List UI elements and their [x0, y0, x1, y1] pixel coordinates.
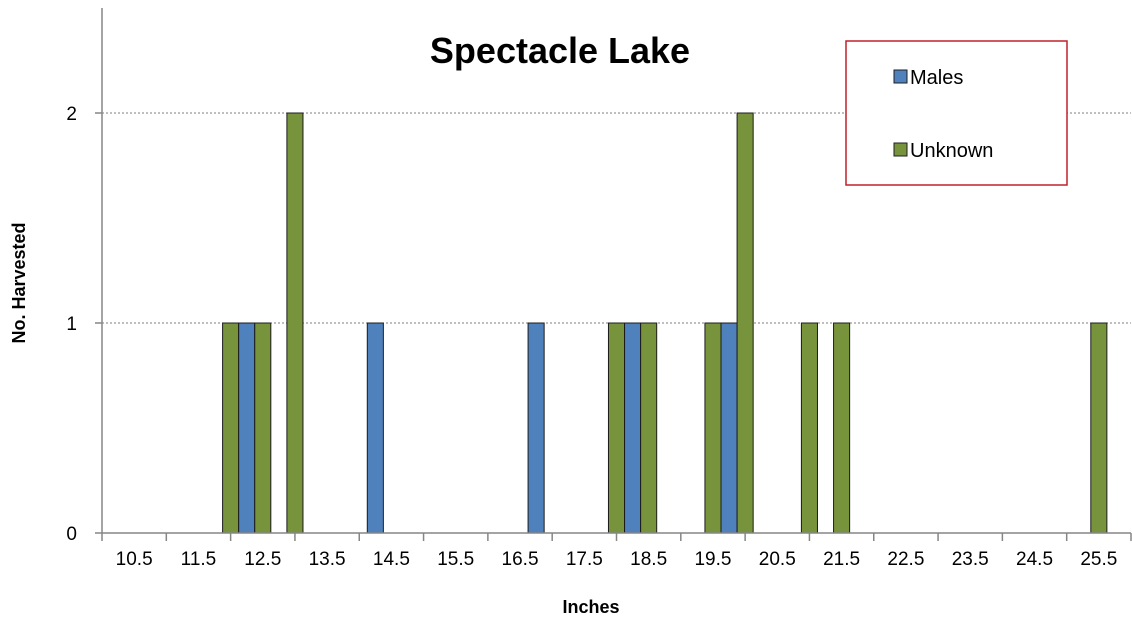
- x-tick-label: 20.5: [759, 549, 796, 570]
- bar-males: [238, 322, 256, 534]
- chart-title: Spectacle Lake: [430, 30, 690, 71]
- bar-unknown: [254, 322, 272, 534]
- legend: Males Unknown: [845, 40, 1068, 186]
- bar-unknown: [736, 112, 754, 534]
- x-tick-label: 21.5: [823, 549, 860, 570]
- x-tick-label: 12.5: [244, 549, 281, 570]
- bar-unknown: [704, 322, 722, 534]
- bar-males: [527, 322, 545, 534]
- legend-box: [845, 40, 1068, 186]
- y-axis-title: No. Harvested: [9, 222, 29, 343]
- y-tick-label: 1: [66, 314, 77, 335]
- x-tick-label: 19.5: [694, 549, 731, 570]
- bar-unknown: [222, 322, 240, 534]
- x-tick-labels: 10.5 11.5 12.5 13.5 14.5 15.5 16.5 17.5 18.5 19.5…: [116, 549, 1118, 570]
- legend-label-unknown: Unknown: [910, 140, 993, 162]
- x-tick-label: 15.5: [437, 549, 474, 570]
- legend-swatch-males: [893, 69, 908, 84]
- bar-unknown: [800, 322, 818, 534]
- x-tick-label: 13.5: [309, 549, 346, 570]
- bar-unknown: [640, 322, 658, 534]
- bar-males: [720, 322, 738, 534]
- x-tick-label: 11.5: [181, 549, 217, 570]
- x-tick-label: 17.5: [566, 549, 603, 570]
- x-tick-label: 18.5: [630, 549, 667, 570]
- y-tick-label: 2: [66, 104, 77, 125]
- x-tick-label: 10.5: [116, 549, 153, 570]
- x-tick-label: 24.5: [1016, 549, 1053, 570]
- legend-label-males: Males: [910, 67, 963, 89]
- x-tick-label: 22.5: [887, 549, 924, 570]
- x-tick-label: 23.5: [952, 549, 989, 570]
- y-tick-label: 0: [66, 524, 77, 545]
- bar-males: [366, 322, 384, 534]
- x-tick-label: 16.5: [502, 549, 539, 570]
- bar-unknown: [833, 322, 851, 534]
- bar-unknown: [286, 112, 304, 534]
- y-tick-labels: 0 1 2: [66, 104, 102, 545]
- x-tick-label: 25.5: [1080, 549, 1117, 570]
- x-tick-label: 14.5: [373, 549, 410, 570]
- bar-unknown: [1090, 322, 1108, 534]
- bar-unknown: [607, 322, 626, 534]
- legend-swatch-unknown: [893, 142, 908, 157]
- x-ticks: [101, 533, 1132, 541]
- x-axis-title: Inches: [562, 597, 619, 617]
- bar-males: [624, 322, 642, 534]
